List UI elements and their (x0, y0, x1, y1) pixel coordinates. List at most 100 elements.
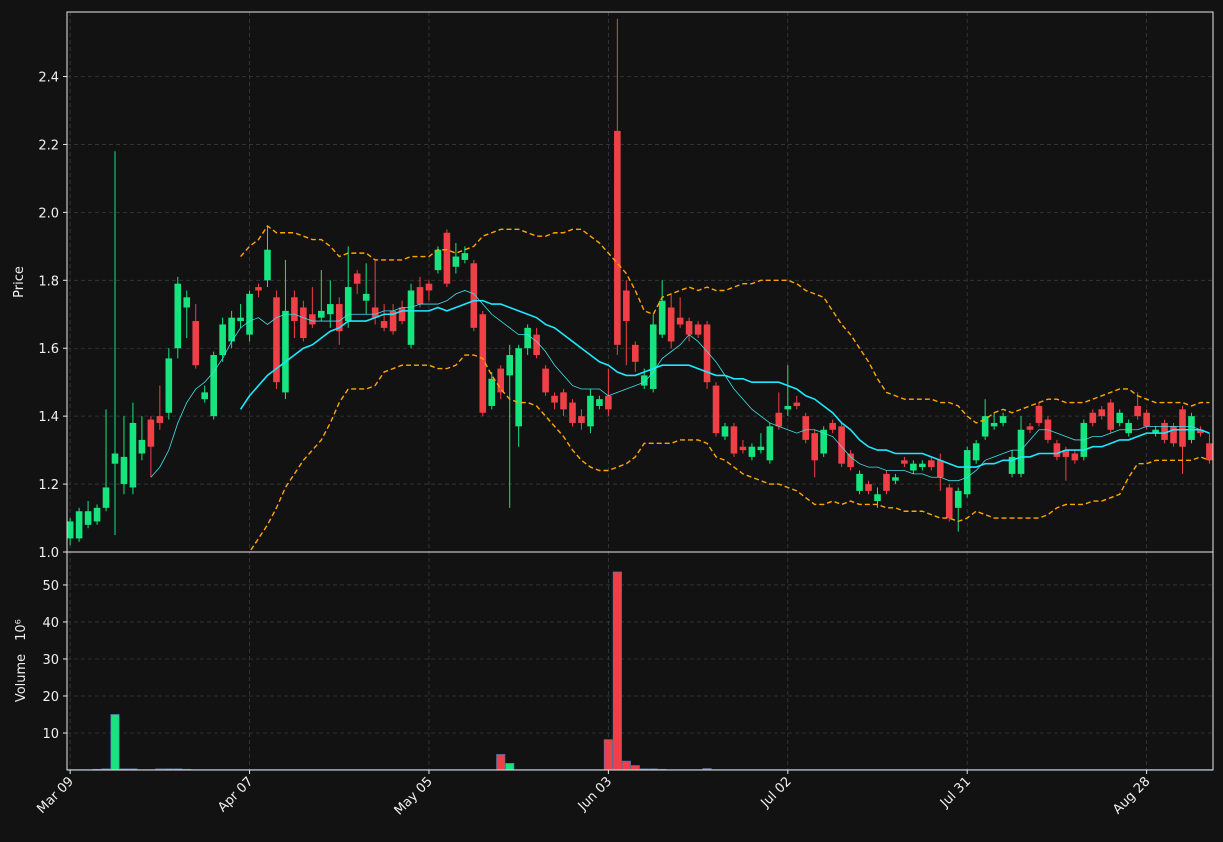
candles (67, 18, 1213, 546)
candle-body (434, 249, 442, 271)
candle-body (919, 463, 926, 468)
candle-body (291, 297, 298, 322)
volume-tick-label: 30 (42, 653, 59, 668)
candle-body (497, 368, 505, 393)
candle-body (344, 287, 352, 322)
candle-body (1098, 409, 1106, 417)
candle-body (533, 334, 540, 356)
candle-body (183, 297, 191, 308)
candle-body (685, 321, 693, 335)
candle-body (945, 487, 953, 519)
candle-body (793, 402, 801, 406)
grid (63, 12, 1213, 774)
candle-body (353, 273, 361, 284)
candle-body (954, 490, 962, 508)
candle-body (255, 287, 262, 291)
volume-bar (612, 571, 622, 770)
candle-body (461, 253, 469, 260)
candle-body (748, 446, 756, 457)
candle-body (389, 310, 397, 332)
volume-bar (155, 768, 165, 770)
volume-bar (110, 714, 120, 770)
candle-body (1035, 405, 1043, 423)
candle-body (371, 307, 379, 318)
candle-body (936, 460, 944, 478)
y-tick-label: 1.2 (38, 478, 59, 493)
indicator-line (239, 299, 1210, 468)
candle-body (712, 385, 720, 434)
candle-body (820, 429, 827, 454)
candle-body (470, 263, 478, 328)
candle-body (147, 419, 155, 447)
candle-body (560, 392, 567, 410)
y-axis-label: Price (12, 266, 27, 298)
volume-bar (603, 739, 613, 770)
candle-body (93, 507, 101, 522)
candle-body (730, 426, 738, 454)
candle-body (1053, 443, 1061, 457)
candle-body (694, 324, 702, 335)
y-tick-label: 2.2 (38, 138, 59, 153)
candle-body (129, 422, 137, 488)
candle-body (102, 487, 110, 508)
candle-body (649, 324, 657, 389)
candle-body (829, 422, 836, 430)
volume-tick-label: 20 (42, 690, 59, 705)
candle-body (111, 453, 119, 464)
indicator-line (248, 354, 1210, 552)
candle-body (1017, 429, 1025, 474)
candle-body (596, 399, 603, 406)
candle-body (667, 307, 675, 342)
candle-body (981, 416, 989, 437)
candle-body (551, 395, 558, 403)
candle-body (335, 304, 343, 332)
candle-body (892, 477, 899, 481)
candle-body (1161, 422, 1168, 440)
candle-body (524, 327, 531, 349)
volume-bar (173, 768, 183, 770)
candle-body (425, 283, 433, 291)
candle-body (963, 450, 971, 495)
candle-body (210, 355, 217, 417)
candle-body (865, 484, 872, 491)
y-tick-label: 2.4 (38, 71, 59, 86)
candle-body (1206, 443, 1213, 461)
candle-body (309, 314, 316, 325)
candle-body (766, 426, 774, 461)
volume-bar (630, 765, 640, 770)
candle-body (300, 307, 307, 339)
candle-body (416, 287, 424, 305)
candle-body (775, 412, 783, 427)
candle-body (75, 511, 83, 539)
candle-body (587, 395, 594, 427)
y-tick-label: 1.6 (38, 342, 59, 357)
candle-body (156, 416, 164, 423)
candle-body (784, 405, 792, 410)
candle-body (264, 249, 271, 281)
candle-body (201, 392, 208, 400)
candle-body (326, 304, 334, 315)
candle-body (614, 130, 621, 345)
candle-body (972, 443, 980, 461)
candle-body (1008, 456, 1016, 474)
volume-axis-label: Volume (14, 654, 29, 702)
candle-body (605, 395, 612, 410)
volume-tick-label: 40 (42, 616, 59, 631)
candle-body (398, 307, 406, 322)
candle-body (811, 433, 819, 461)
candle-body (676, 317, 684, 325)
candle-body (380, 321, 388, 328)
candle-body (739, 446, 747, 451)
volume-bar (702, 768, 712, 770)
y-tick-label: 1.8 (38, 274, 59, 289)
candle-body (999, 416, 1007, 423)
candle-body (237, 317, 244, 322)
candle-body (1089, 412, 1097, 423)
candle-body (658, 300, 666, 335)
candle-body (273, 297, 280, 383)
y-tick-label: 1.4 (38, 410, 59, 425)
volume-bar (164, 768, 174, 770)
candle-body (452, 256, 460, 267)
